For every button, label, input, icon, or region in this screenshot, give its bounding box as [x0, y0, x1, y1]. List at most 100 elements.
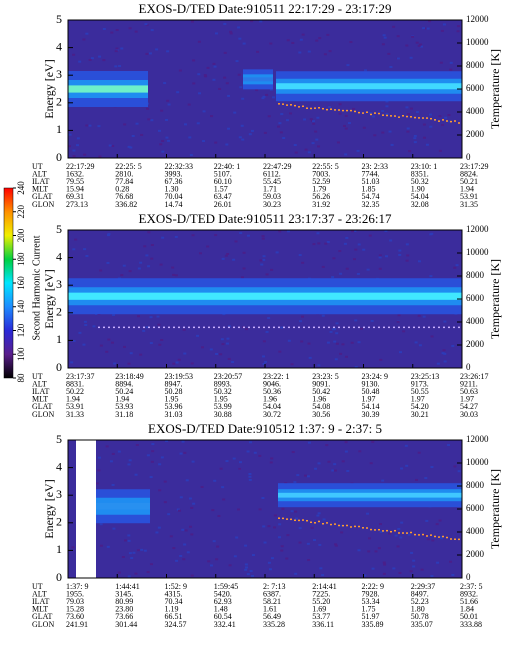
speckle [183, 123, 187, 126]
x-tick-label: 22:55: 5 [312, 162, 338, 171]
y2-tick-label: 10000 [466, 457, 489, 467]
band-core [68, 85, 148, 93]
speckle [239, 86, 243, 89]
temperature-dot [374, 112, 376, 114]
speckle [387, 52, 391, 55]
x-tick-label: 23:18:49 [115, 372, 143, 381]
speckle [339, 352, 343, 355]
temperature-dot [458, 538, 460, 541]
speckle [139, 353, 143, 356]
speckle [409, 56, 413, 59]
speckle [321, 574, 325, 577]
speckle [163, 82, 167, 85]
temperature-dot [306, 519, 308, 522]
speckle [439, 536, 443, 539]
ephemeris-value: 54.08 [312, 402, 330, 411]
colorbar-tick-label: 180 [16, 252, 26, 266]
speckle [74, 238, 78, 241]
temperature-dot [282, 103, 284, 105]
speckle [174, 274, 178, 277]
speckle [407, 533, 411, 536]
speckle [338, 112, 342, 115]
speckle [436, 362, 440, 365]
speckle [235, 60, 239, 63]
speckle [353, 230, 357, 233]
temperature-dot [348, 326, 350, 329]
temperature-dot [406, 532, 408, 534]
speckle [223, 76, 227, 79]
speckle [225, 342, 229, 345]
speckle [373, 134, 377, 137]
temperature-dot [446, 120, 448, 122]
speckle [127, 575, 131, 578]
speckle [202, 110, 206, 113]
y-tick-label: 2 [56, 515, 62, 529]
temperature-dot [322, 107, 324, 110]
ephemeris-value: 60.54 [214, 612, 232, 621]
ephemeris-value: 30.21 [411, 410, 429, 419]
speckle [156, 315, 160, 318]
speckle [160, 339, 164, 342]
ephemeris-value: 51.97 [362, 612, 380, 621]
speckle [293, 481, 297, 484]
temperature-dot [148, 326, 150, 329]
speckle [455, 264, 459, 267]
speckle [322, 518, 326, 521]
speckle [225, 143, 229, 146]
speckle [385, 112, 389, 115]
speckle [191, 460, 195, 463]
speckle [378, 267, 382, 270]
speckle [271, 96, 275, 99]
speckle [456, 25, 460, 28]
speckle [269, 88, 273, 91]
speckle [122, 264, 126, 267]
speckle [105, 445, 109, 448]
y-tick-label: 2 [56, 95, 62, 109]
speckle [319, 567, 323, 570]
ephemeris-value: 1.79 [312, 185, 326, 194]
speckle [106, 261, 110, 264]
temperature-dot [318, 107, 320, 109]
ephemeris-value: 30.03 [460, 410, 478, 419]
speckle [451, 344, 455, 347]
ephemeris-value: 55.20 [312, 597, 330, 606]
speckle [307, 342, 311, 345]
speckle [92, 325, 96, 328]
ephemeris-value: 8947. [165, 379, 183, 388]
ephemeris-value: 73.60 [66, 612, 84, 621]
speckle [415, 41, 419, 44]
speckle [438, 149, 442, 152]
speckle [225, 460, 229, 463]
ephemeris-value: 332.41 [214, 620, 236, 629]
temperature-dot [398, 326, 400, 329]
x-tick-label: 23:23: 5 [312, 372, 338, 381]
speckle [268, 568, 272, 571]
ephemeris-value: 301.44 [115, 620, 137, 629]
ephemeris-label: MLT [32, 185, 48, 194]
ephemeris-value: 67.36 [165, 177, 183, 186]
speckle [356, 272, 360, 275]
ephemeris-value: 53.96 [165, 402, 183, 411]
speckle [196, 334, 200, 337]
speckle [113, 362, 117, 365]
speckle [140, 548, 144, 551]
speckle [102, 59, 106, 62]
speckle [227, 94, 231, 97]
speckle [422, 123, 426, 126]
y-tick-label: 4 [56, 39, 62, 53]
speckle [414, 341, 418, 344]
speckle [98, 55, 102, 58]
ephemeris-value: 50.28 [165, 387, 183, 396]
speckle [307, 559, 311, 562]
speckle [362, 126, 366, 129]
temperature-dot [428, 326, 430, 329]
speckle [147, 118, 151, 121]
ephemeris-value: 70.04 [165, 192, 183, 201]
temperature-dot [458, 122, 460, 124]
speckle [260, 263, 264, 266]
ephemeris-value: 1.97 [362, 395, 376, 404]
y2-axis-label: Temperature [K] [488, 469, 502, 549]
speckle [161, 139, 165, 142]
speckle [378, 254, 382, 257]
speckle [262, 255, 266, 258]
